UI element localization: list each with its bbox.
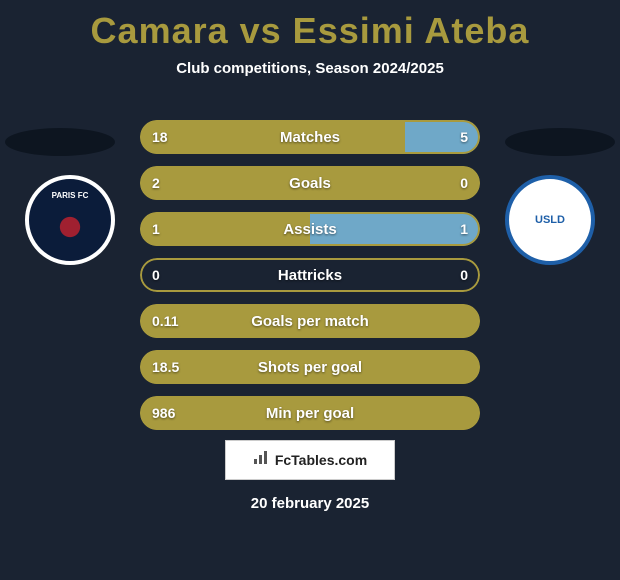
stat-label: Shots per goal bbox=[140, 350, 480, 384]
chart-icon bbox=[253, 451, 271, 470]
page-title: Camara vs Essimi Ateba bbox=[0, 0, 620, 52]
stat-label: Min per goal bbox=[140, 396, 480, 430]
team-badge-right-label: USLD bbox=[515, 185, 585, 255]
stat-label: Hattricks bbox=[140, 258, 480, 292]
stat-row: 0.11Goals per match bbox=[140, 304, 480, 338]
shadow-right bbox=[505, 128, 615, 156]
stats-container: 185Matches 20Goals 11Assists 00Hattricks 0.1… bbox=[140, 120, 480, 442]
stat-row: 11Assists bbox=[140, 212, 480, 246]
stat-label: Assists bbox=[140, 212, 480, 246]
stat-row: 20Goals bbox=[140, 166, 480, 200]
stat-row: 185Matches bbox=[140, 120, 480, 154]
date-text: 20 february 2025 bbox=[0, 495, 620, 512]
stat-row: 986Min per goal bbox=[140, 396, 480, 430]
footer-brand: FcTables.com bbox=[225, 440, 395, 480]
team-badge-left: PARIS FC bbox=[25, 175, 115, 265]
stat-label: Goals bbox=[140, 166, 480, 200]
team-badge-left-label: PARIS FC bbox=[35, 185, 105, 255]
stat-row: 18.5Shots per goal bbox=[140, 350, 480, 384]
footer-brand-text: FcTables.com bbox=[275, 452, 367, 468]
stat-row: 00Hattricks bbox=[140, 258, 480, 292]
stat-label: Goals per match bbox=[140, 304, 480, 338]
stat-label: Matches bbox=[140, 120, 480, 154]
subtitle: Club competitions, Season 2024/2025 bbox=[0, 60, 620, 77]
shadow-left bbox=[5, 128, 115, 156]
team-badge-right: USLD bbox=[505, 175, 595, 265]
